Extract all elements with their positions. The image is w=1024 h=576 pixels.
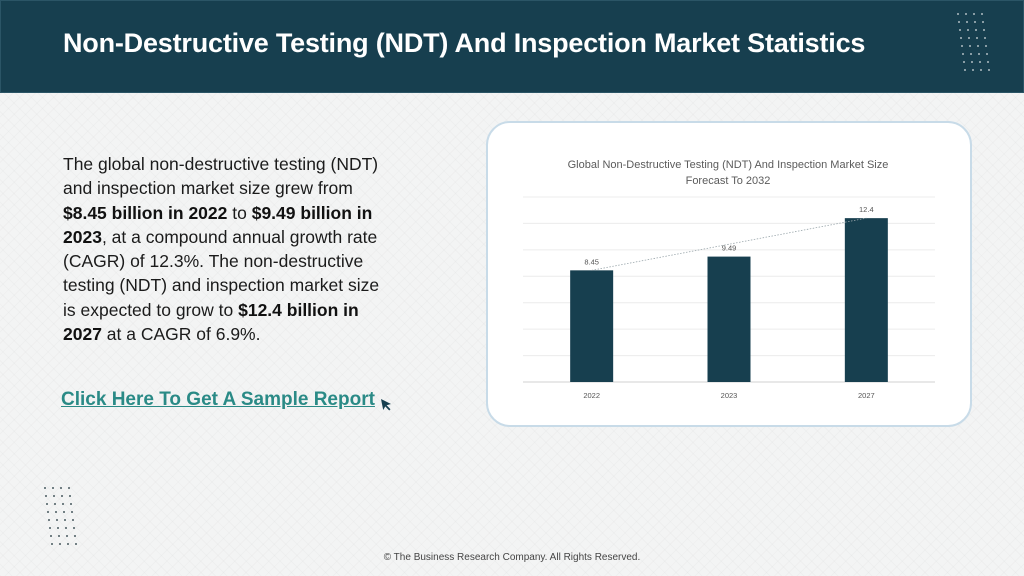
decorative-dot xyxy=(70,503,72,505)
decorative-dot xyxy=(52,487,54,489)
decorative-dot xyxy=(49,527,51,529)
decorative-dot xyxy=(48,519,50,521)
text-part-1: The global non-destructive testing (NDT)… xyxy=(63,154,379,199)
bar-chart: 8.45 2022 9.49 2023 12.4 2027 xyxy=(523,196,935,400)
decorative-dot xyxy=(53,495,55,497)
decorative-dot xyxy=(71,511,73,513)
decorative-dot xyxy=(983,29,985,31)
text-part-2: to xyxy=(227,202,252,223)
decorative-dot xyxy=(75,543,77,545)
decorative-dot xyxy=(67,543,69,545)
decorative-dot xyxy=(967,29,969,31)
decorative-dot xyxy=(960,37,962,39)
decorative-dot xyxy=(987,61,989,63)
decorative-dot xyxy=(72,519,74,521)
decorative-dot xyxy=(68,487,70,489)
decorative-dot xyxy=(62,503,64,505)
data-label: 8.45 xyxy=(584,257,599,266)
decorative-dot xyxy=(73,527,75,529)
decorative-dot xyxy=(975,29,977,31)
decorative-dot xyxy=(66,535,68,537)
decorative-dot xyxy=(61,495,63,497)
decorative-dot xyxy=(51,543,53,545)
decorative-dot xyxy=(980,69,982,71)
data-label: 9.49 xyxy=(722,244,737,253)
decorative-dot xyxy=(984,37,986,39)
decorative-dot xyxy=(981,13,983,15)
decorative-dot xyxy=(57,527,59,529)
decorative-dot xyxy=(50,535,52,537)
text-part-4: at a CAGR of 6.9%. xyxy=(101,324,261,345)
decorative-dot xyxy=(69,495,71,497)
decorative-dot xyxy=(978,53,980,55)
decorative-dot xyxy=(988,69,990,71)
decorative-dot xyxy=(971,61,973,63)
decorative-dot xyxy=(957,13,959,15)
sample-report-link[interactable]: Click Here To Get A Sample Report xyxy=(61,389,375,410)
cursor-arrow-icon xyxy=(381,399,391,411)
decorative-dot xyxy=(982,21,984,23)
decorative-dot xyxy=(64,519,66,521)
decorative-dot xyxy=(56,519,58,521)
decorative-dot xyxy=(976,37,978,39)
x-tick-label: 2022 xyxy=(583,391,600,400)
decorative-dot xyxy=(974,21,976,23)
decorative-dot xyxy=(969,45,971,47)
header-bar: Non-Destructive Testing (NDT) And Inspec… xyxy=(0,0,1024,93)
text-bold-1: $8.45 billion in 2022 xyxy=(63,202,228,223)
decorative-dot xyxy=(959,29,961,31)
decorative-dot xyxy=(973,13,975,15)
decorative-dot xyxy=(45,495,47,497)
decorative-dot xyxy=(55,511,57,513)
bar-2022 xyxy=(570,270,614,382)
decorative-dot xyxy=(965,13,967,15)
decorative-dot xyxy=(44,487,46,489)
decorative-dot xyxy=(63,511,65,513)
decorative-dot xyxy=(47,511,49,513)
text-part-3: , at a compound annual growth rate (CAGR… xyxy=(63,226,380,320)
decorative-dot xyxy=(65,527,67,529)
decorative-dot xyxy=(979,61,981,63)
text-bold-3: $12.4 billion in 2027 xyxy=(63,299,359,345)
page-title: Non-Destructive Testing (NDT) And Inspec… xyxy=(63,28,866,58)
decorative-dot xyxy=(968,37,970,39)
decorative-dot xyxy=(972,69,974,71)
x-tick-label: 2023 xyxy=(721,391,738,400)
decorative-dot xyxy=(977,45,979,47)
chart-title: Global Non-Destructive Testing (NDT) And… xyxy=(567,159,889,187)
decorative-dot xyxy=(985,45,987,47)
decorative-dot xyxy=(60,487,62,489)
decorative-dot xyxy=(46,503,48,505)
decorative-dot xyxy=(59,543,61,545)
bar-2027 xyxy=(844,218,888,382)
decorative-dot xyxy=(58,535,60,537)
decorative-dot xyxy=(986,53,988,55)
text-bold-2: $9.49 billion in 2023 xyxy=(63,202,373,247)
decorative-dot xyxy=(962,53,964,55)
decorative-dot xyxy=(958,21,960,23)
decorative-dot xyxy=(964,69,966,71)
decorative-dot xyxy=(963,61,965,63)
decorative-dot xyxy=(961,45,963,47)
data-label: 12.4 xyxy=(859,205,874,214)
bar-2023 xyxy=(707,256,751,382)
decorative-dot xyxy=(74,535,76,537)
decorative-dot xyxy=(966,21,968,23)
chart-card: Global Non-Destructive Testing (NDT) And… xyxy=(486,121,972,427)
decorative-dot xyxy=(970,53,972,55)
market-description: The global non-destructive testing (NDT)… xyxy=(63,152,393,346)
decorative-dot xyxy=(54,503,56,505)
copyright-footer: © The Business Research Company. All Rig… xyxy=(383,552,641,563)
x-tick-label: 2027 xyxy=(858,391,875,400)
